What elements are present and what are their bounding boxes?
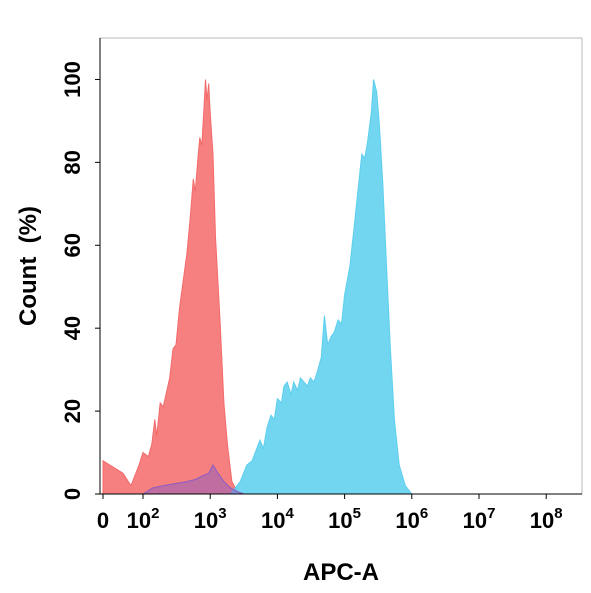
y-tick-label: 60	[60, 233, 85, 257]
x-ticks: 0 102 103 104 105 106 107 108	[97, 494, 563, 533]
histogram-series-1	[102, 79, 244, 494]
y-ticks: 0 20 40 60 80 100	[60, 61, 100, 500]
x-tick-label: 103	[194, 505, 227, 533]
y-tick-label: 20	[60, 399, 85, 423]
histogram-series-3	[142, 463, 245, 494]
histogram-series-2	[229, 79, 413, 494]
x-tick-label: 105	[328, 505, 361, 533]
y-tick-label: 0	[60, 488, 85, 500]
x-tick-label: 108	[530, 505, 563, 533]
y-tick-label: 40	[60, 316, 85, 340]
x-tick-label: 106	[395, 505, 428, 533]
x-axis-title: APC-A	[303, 559, 379, 586]
x-tick-label: 107	[463, 505, 496, 533]
y-axis-title: Count (%)	[15, 206, 42, 326]
x-tick-label: 102	[127, 505, 160, 533]
y-tick-label: 80	[60, 150, 85, 174]
x-tick-label: 0	[97, 508, 109, 533]
series-layer	[102, 79, 413, 494]
x-tick-label: 104	[261, 505, 294, 533]
y-tick-label: 100	[60, 61, 85, 98]
